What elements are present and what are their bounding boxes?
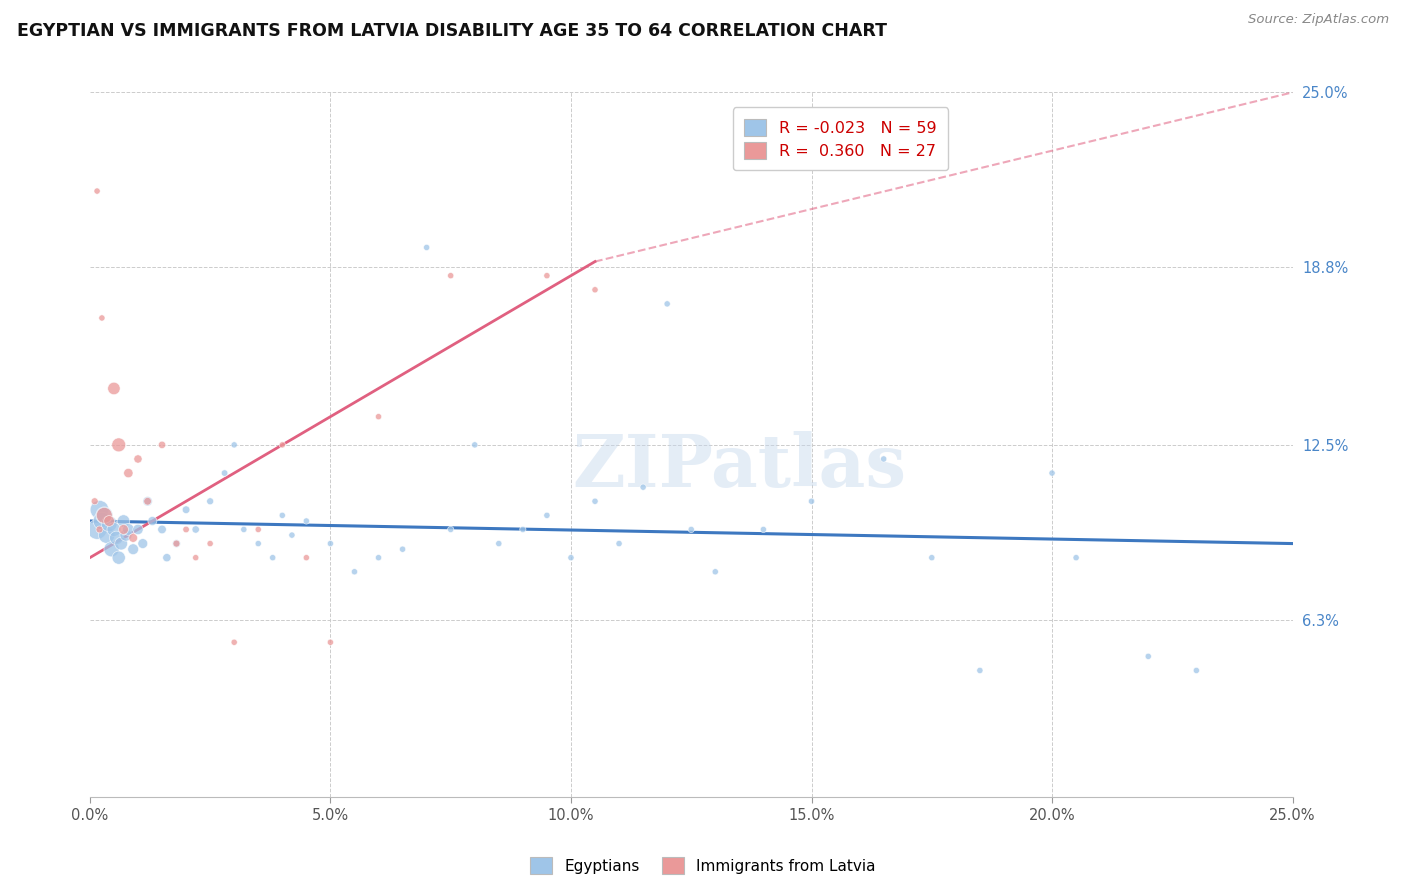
Point [112,523,135,537]
Point [367,409,389,424]
Point [89,502,111,516]
Point [440,523,463,537]
Point [141,514,163,528]
Point [800,494,823,508]
Point [232,523,254,537]
Point [224,635,246,649]
Text: EGYPTIAN VS IMMIGRANTS FROM LATVIA DISABILITY AGE 35 TO 64 CORRELATION CHART: EGYPTIAN VS IMMIGRANTS FROM LATVIA DISAB… [17,22,887,40]
Text: Source: ZipAtlas.com: Source: ZipAtlas.com [1249,13,1389,27]
Point [86,184,108,198]
Point [198,536,221,550]
Point [271,508,294,523]
Point [198,494,221,508]
Point [117,523,139,537]
Point [156,550,179,565]
Point [607,536,630,550]
Point [90,310,112,325]
Point [83,494,105,508]
Point [872,452,894,467]
Point [224,438,246,452]
Point [214,466,236,480]
Point [136,494,159,508]
Point [1064,550,1087,565]
Point [112,514,135,528]
Point [174,502,197,516]
Point [150,523,173,537]
Point [150,438,173,452]
Point [136,494,159,508]
Point [93,508,115,523]
Point [174,523,197,537]
Point [657,297,679,311]
Point [583,283,606,297]
Point [536,508,558,523]
Point [583,494,606,508]
Point [560,550,582,565]
Point [184,523,207,537]
Point [262,550,284,565]
Point [247,523,270,537]
Point [319,635,342,649]
Point [93,508,115,523]
Point [166,536,188,550]
Point [281,528,304,542]
Point [110,536,132,550]
Legend: R = -0.023   N = 59, R =  0.360   N = 27: R = -0.023 N = 59, R = 0.360 N = 27 [733,107,948,170]
Point [90,514,112,528]
Point [122,542,145,557]
Point [127,452,149,467]
Point [98,514,121,528]
Point [512,523,534,537]
Point [105,531,128,545]
Point [103,523,125,537]
Point [752,523,775,537]
Point [184,550,207,565]
Point [367,550,389,565]
Point [117,466,139,480]
Point [1185,664,1208,678]
Point [127,523,149,537]
Point [391,542,413,557]
Point [103,381,125,395]
Point [132,536,155,550]
Text: ZIPatlas: ZIPatlas [572,431,907,501]
Point [115,528,138,542]
Point [100,542,122,557]
Point [271,438,294,452]
Point [969,664,991,678]
Point [107,438,129,452]
Point [536,268,558,283]
Point [1137,649,1160,664]
Point [440,268,463,283]
Point [295,514,318,528]
Point [704,565,727,579]
Legend: Egyptians, Immigrants from Latvia: Egyptians, Immigrants from Latvia [524,851,882,880]
Point [681,523,703,537]
Point [488,536,510,550]
Point [86,523,108,537]
Point [295,550,318,565]
Point [96,528,118,542]
Point [166,536,188,550]
Point [631,480,654,494]
Point [464,438,486,452]
Point [1040,466,1063,480]
Point [89,523,111,537]
Point [319,536,342,550]
Point [122,531,145,545]
Point [415,240,437,254]
Point [247,536,270,550]
Point [921,550,943,565]
Point [98,516,121,531]
Point [107,550,129,565]
Point [343,565,366,579]
